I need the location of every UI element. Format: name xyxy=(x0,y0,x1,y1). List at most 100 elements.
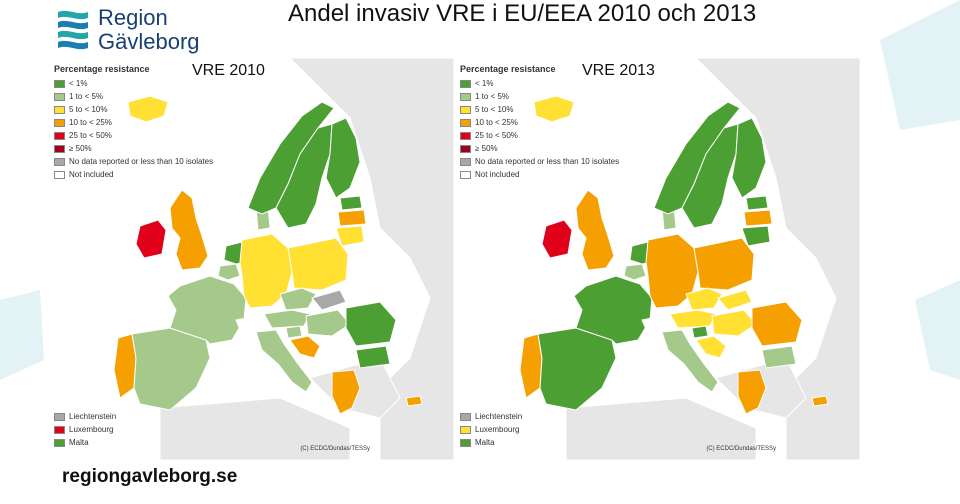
legend-swatch xyxy=(54,157,65,166)
small-country-label: Liechtenstein xyxy=(475,412,523,421)
country-latvia xyxy=(743,209,773,227)
small-country-swatch xyxy=(54,425,65,434)
country-cyprus xyxy=(811,395,829,407)
legend-items-2010: < 1% 1 to < 5% 5 to < 10% 10 to < 25% 25 to … xyxy=(54,77,213,181)
small-country-swatch xyxy=(460,425,471,434)
country-italy xyxy=(255,329,313,393)
legend-swatch xyxy=(54,170,65,179)
legend-label: 25 to < 50% xyxy=(69,131,112,140)
legend-label: No data reported or less than 10 isolate… xyxy=(475,157,620,166)
small-country-item: Liechtenstein xyxy=(54,410,116,423)
legend-label: < 1% xyxy=(69,79,88,88)
country-lithuania xyxy=(335,225,365,247)
legend-heading: Percentage resistance xyxy=(460,64,556,74)
country-germany xyxy=(645,233,699,309)
country-germany xyxy=(239,233,293,309)
legend-swatch xyxy=(460,79,471,88)
country-lithuania xyxy=(741,225,771,247)
country-austria xyxy=(263,309,311,329)
country-norway xyxy=(653,101,741,215)
legend-item: Not included xyxy=(460,168,619,181)
map-credit-2013: (C) ECDC/Dundas/TESSy xyxy=(706,446,776,452)
country-not-included xyxy=(289,58,454,460)
small-country-item: Luxembourg xyxy=(54,423,116,436)
small-country-label: Luxembourg xyxy=(69,425,114,434)
legend-item: < 1% xyxy=(54,77,213,90)
legend-swatch xyxy=(460,92,471,101)
legend-label: 5 to < 10% xyxy=(475,105,514,114)
map-credit-2010: (C) ECDC/Dundas/TESSy xyxy=(300,446,370,452)
country-greece xyxy=(331,369,361,415)
legend-label: Not included xyxy=(475,170,520,179)
legend-item: 10 to < 25% xyxy=(460,116,619,129)
map-panel-2013: VRE 2013 Percentage resistance < 1% 1 to … xyxy=(456,58,860,460)
country-iceland xyxy=(127,95,169,123)
legend-swatch xyxy=(460,157,471,166)
logo-line-1: Region xyxy=(98,5,168,30)
region-logo-mark-icon xyxy=(58,10,88,50)
legend-item: Not included xyxy=(54,168,213,181)
country-finland xyxy=(325,117,361,199)
europe-map-2013 xyxy=(456,58,860,460)
country-slovenia xyxy=(285,325,303,339)
legend-label: No data reported or less than 10 isolate… xyxy=(69,157,214,166)
country-switzerland xyxy=(641,315,669,335)
legend-items-2013: < 1% 1 to < 5% 5 to < 10% 10 to < 25% 25 to … xyxy=(460,77,619,181)
small-country-swatch xyxy=(54,412,65,421)
small-country-swatch xyxy=(460,438,471,447)
country-latvia xyxy=(337,209,367,227)
country-uk xyxy=(575,189,615,271)
country-uk xyxy=(169,189,209,271)
country-hungary xyxy=(711,309,757,337)
legend-swatch xyxy=(54,92,65,101)
legend-label: 1 to < 5% xyxy=(475,92,510,101)
legend-label: 10 to < 25% xyxy=(475,118,518,127)
legend-swatch xyxy=(54,144,65,153)
country-belgium xyxy=(217,263,241,281)
country-croatia xyxy=(695,335,727,359)
country-romania xyxy=(345,301,397,347)
legend-label: ≥ 50% xyxy=(69,144,92,153)
legend-swatch xyxy=(460,118,471,127)
legend-swatch xyxy=(54,105,65,114)
map-title-2010: VRE 2010 xyxy=(192,62,265,79)
legend-item: 25 to < 50% xyxy=(460,129,619,142)
country-slovakia xyxy=(717,289,753,311)
legend-item: 1 to < 5% xyxy=(460,90,619,103)
small-countries-legend-2013: Liechtenstein Luxembourg Malta xyxy=(460,410,522,449)
country-czechia xyxy=(279,287,317,311)
country-iceland xyxy=(533,95,575,123)
country-poland xyxy=(693,237,755,291)
footer-url: regiongavleborg.se xyxy=(62,466,238,487)
country-greece xyxy=(737,369,767,415)
small-country-label: Malta xyxy=(475,438,495,447)
small-country-label: Malta xyxy=(69,438,89,447)
small-country-swatch xyxy=(54,438,65,447)
small-country-item: Malta xyxy=(54,436,116,449)
legend-label: < 1% xyxy=(475,79,494,88)
legend-item: 1 to < 5% xyxy=(54,90,213,103)
country-slovakia xyxy=(311,289,347,311)
legend-swatch xyxy=(460,105,471,114)
legend-item: ≥ 50% xyxy=(54,142,213,155)
country-slovenia xyxy=(691,325,709,339)
country-estonia xyxy=(339,195,363,211)
small-country-item: Liechtenstein xyxy=(460,410,522,423)
country-romania xyxy=(751,301,803,347)
country-czechia xyxy=(685,287,723,311)
country-not-included xyxy=(159,397,351,460)
country-bulgaria xyxy=(761,345,797,369)
small-country-item: Malta xyxy=(460,436,522,449)
europe-map-2010 xyxy=(50,58,454,460)
map-panel-2010: VRE 2010 Percentage resistance < 1% 1 to … xyxy=(50,58,454,460)
country-belgium xyxy=(623,263,647,281)
country-estonia xyxy=(745,195,769,211)
logo-line-2: Gävleborg xyxy=(98,29,200,54)
legend-item: 10 to < 25% xyxy=(54,116,213,129)
legend-item: 25 to < 50% xyxy=(54,129,213,142)
country-not-included xyxy=(565,397,757,460)
legend-item: No data reported or less than 10 isolate… xyxy=(460,155,619,168)
legend-2010: Percentage resistance < 1% 1 to < 5% 5 to … xyxy=(54,64,213,181)
legend-swatch xyxy=(460,144,471,153)
small-country-label: Liechtenstein xyxy=(69,412,117,421)
